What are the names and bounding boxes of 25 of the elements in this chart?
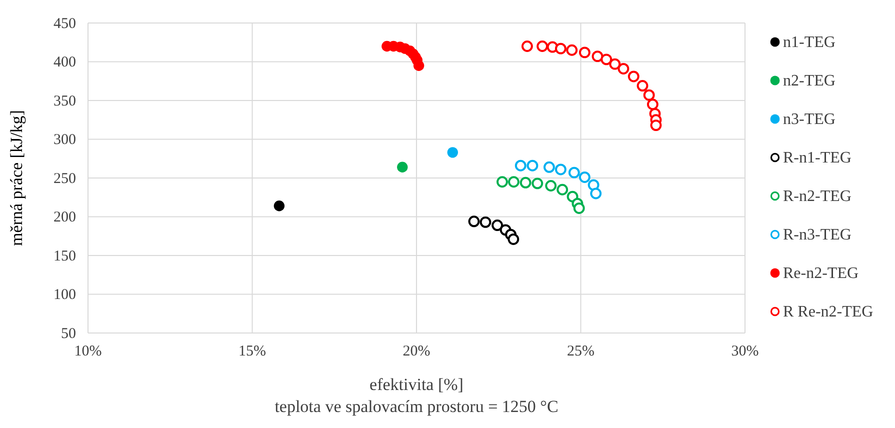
- legend-label: n2-TEG: [783, 72, 836, 90]
- x-axis-title: efektivita [%]: [370, 375, 464, 394]
- x-tick-label: 25%: [567, 344, 594, 360]
- legend-label: Re-n2-TEG: [783, 265, 859, 282]
- x-tick-label: 10%: [74, 344, 102, 360]
- x-tick-label: 20%: [402, 344, 430, 360]
- legend-label: R Re-n2-TEG: [783, 304, 874, 320]
- y-axis-title: měrná práce [kJ/kg]: [7, 110, 26, 246]
- y-tick-label: 300: [54, 132, 76, 148]
- y-tick-label: 250: [54, 170, 76, 187]
- legend-label: n1-TEG: [783, 34, 836, 51]
- y-tick-label: 400: [54, 54, 76, 71]
- legend-label: R-n3-TEG: [783, 226, 852, 244]
- y-tick-label: 200: [54, 210, 76, 226]
- y-tick-label: 150: [54, 248, 76, 264]
- y-tick-label: 350: [54, 93, 76, 110]
- y-tick-label: 50: [61, 326, 76, 342]
- legend-label: n3-TEG: [783, 111, 836, 128]
- legend-label: R-n2-TEG: [783, 188, 852, 205]
- legend-label: R-n1-TEG: [783, 150, 852, 166]
- y-tick-label: 100: [54, 287, 76, 304]
- x-tick-label: 30%: [731, 344, 759, 360]
- text: teplota ve spalovacím prostoru = 1250 °C: [274, 397, 558, 416]
- y-tick-label: 450: [54, 16, 76, 32]
- x-tick-label: 15%: [238, 344, 266, 360]
